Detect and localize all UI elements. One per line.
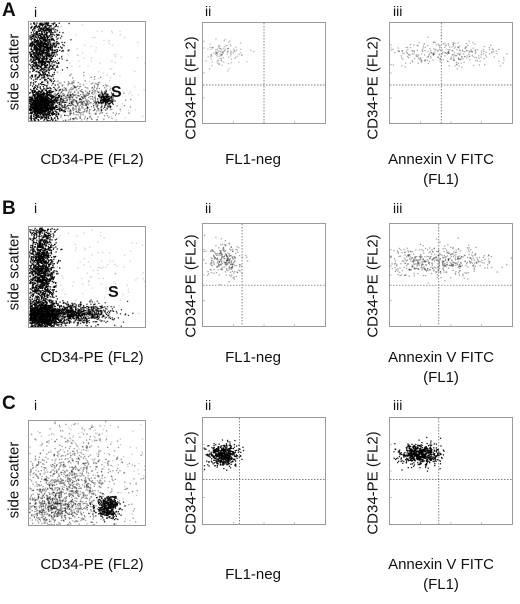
population-3: [35, 229, 145, 327]
population-4: [29, 24, 145, 121]
subpopulation-marker-b: S: [108, 284, 119, 301]
scatter-b-ii: [203, 224, 325, 326]
row-letter-b: B: [2, 198, 16, 219]
population-2: [86, 493, 126, 525]
ylabel-b-i: side scatter: [5, 233, 23, 311]
scatter-c-ii: [203, 418, 325, 524]
sub-label-c-iii: iii: [393, 397, 403, 413]
plot-c-i: [28, 420, 146, 526]
plot-c-iii: [389, 417, 513, 525]
sub-label-a-iii: iii: [393, 3, 403, 19]
sub-label-a-ii: ii: [205, 3, 212, 19]
plot-b-i: [28, 226, 146, 328]
row-letter-a: A: [2, 0, 16, 21]
scatter-a-ii: [203, 23, 325, 123]
sub-label-b-ii: ii: [205, 200, 212, 216]
xlabel-c-iii: Annexin V FITC (FL1): [388, 556, 494, 593]
plot-c-ii: [202, 417, 326, 525]
population-0: [390, 34, 508, 70]
sub-label-b-iii: iii: [393, 200, 403, 216]
scatter-a-iii: [390, 23, 512, 123]
population-1: [29, 81, 76, 121]
population-0: [393, 436, 445, 472]
scatter-c-i: [29, 421, 145, 525]
sub-label-b-i: i: [34, 200, 38, 216]
ylabel-b-iii: CD34-PE (FL2): [364, 234, 382, 338]
sub-label-c-ii: ii: [205, 397, 212, 413]
xlabel-a-ii: FL1-neg: [225, 151, 281, 168]
xlabel-a-iii: Annexin V FITC (FL1): [388, 151, 494, 188]
xlabel-b-i: CD34-PE (FL2): [40, 349, 144, 366]
ylabel-c-iii: CD34-PE (FL2): [364, 431, 382, 535]
subpopulation-marker-c: S: [107, 494, 118, 511]
xlabel-c-ii: FL1-neg: [225, 566, 281, 583]
sub-label-c-i: i: [34, 397, 38, 413]
population-0: [203, 234, 249, 286]
xlabel-b-iii: Annexin V FITC (FL1): [388, 349, 494, 386]
plot-b-ii: [202, 223, 326, 327]
xlabel-b-ii: FL1-neg: [225, 349, 281, 366]
sub-label-a-i: i: [34, 4, 38, 20]
population-1: [29, 475, 100, 525]
population-0: [390, 237, 512, 284]
population-0: [29, 421, 145, 525]
ylabel-a-i: side scatter: [5, 33, 23, 111]
scatter-b-i: [29, 227, 145, 327]
population-3: [93, 89, 115, 112]
population-2: [31, 299, 134, 327]
plot-a-ii: [202, 22, 326, 124]
ylabel-c-i: side scatter: [5, 441, 23, 519]
plot-b-iii: [389, 223, 513, 327]
plot-a-iii: [389, 22, 513, 124]
subpopulation-marker-a: S: [111, 84, 122, 101]
ylabel-b-ii: CD34-PE (FL2): [182, 234, 200, 338]
scatter-a-i: [29, 22, 145, 121]
row-letter-c: C: [2, 393, 16, 414]
xlabel-a-i: CD34-PE (FL2): [40, 151, 144, 168]
scatter-b-iii: [390, 224, 512, 326]
population-3: [34, 423, 145, 522]
population-0: [203, 439, 245, 471]
plot-a-i: [28, 21, 146, 122]
population-0: [203, 38, 255, 72]
population-0: [29, 22, 72, 117]
ylabel-a-ii: CD34-PE (FL2): [182, 36, 200, 140]
scatter-c-iii: [390, 418, 512, 524]
ylabel-a-iii: CD34-PE (FL2): [364, 36, 382, 140]
xlabel-c-i: CD34-PE (FL2): [40, 556, 144, 573]
population-2: [29, 71, 132, 121]
ylabel-c-ii: CD34-PE (FL2): [182, 431, 200, 535]
